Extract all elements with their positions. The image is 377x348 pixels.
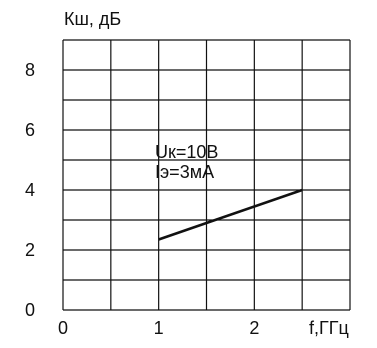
annotation-current: Iэ=3мА — [155, 162, 214, 182]
y-tick-label: 0 — [25, 300, 35, 320]
grid — [62, 39, 351, 311]
annotation-voltage: Uк=10В — [155, 142, 218, 162]
y-tick-label: 8 — [25, 60, 35, 80]
tick-labels: 0 2 4 6 8 0 1 2 — [25, 60, 259, 338]
y-tick-label: 6 — [25, 120, 35, 140]
series-line — [158, 188, 303, 241]
x-tick-label: 2 — [249, 318, 259, 338]
series-layer — [158, 188, 303, 241]
y-tick-label: 2 — [25, 240, 35, 260]
x-tick-label: 0 — [58, 318, 68, 338]
x-axis-label: f,ГГц — [309, 318, 349, 338]
y-axis-label: Кш, дБ — [64, 9, 121, 29]
x-tick-label: 1 — [154, 318, 164, 338]
y-tick-label: 4 — [25, 180, 35, 200]
